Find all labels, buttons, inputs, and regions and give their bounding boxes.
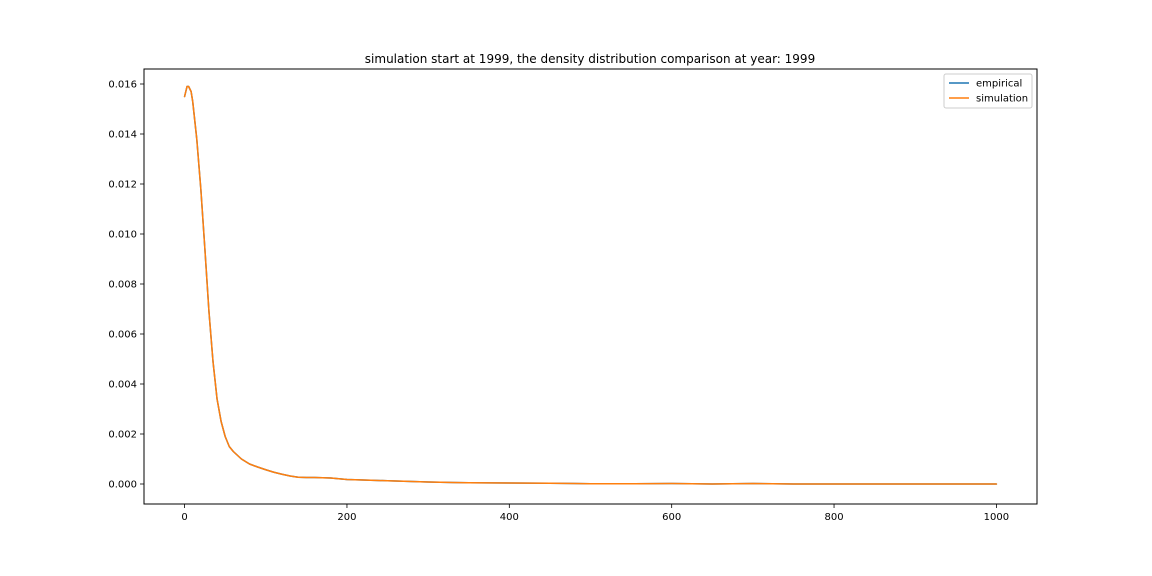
y-tick-label: 0.010 — [108, 230, 137, 241]
legend-label-empirical: empirical — [976, 79, 1022, 90]
y-tick-label: 0.006 — [108, 330, 137, 341]
x-tick-label: 800 — [824, 512, 843, 523]
axes-frame — [143, 68, 1038, 505]
x-tick-label: 200 — [337, 512, 356, 523]
series-line-simulation — [183, 85, 998, 485]
y-tick-label: 0.004 — [108, 380, 137, 391]
x-tick-label: 600 — [662, 512, 681, 523]
y-tick-label: 0.000 — [108, 480, 137, 491]
chart-title: simulation start at 1999, the density di… — [365, 52, 815, 66]
y-axis: 0.000 0.002 0.004 0.006 0.008 0.010 0.012 0.014… — [108, 80, 144, 491]
legend-label-simulation: simulation — [976, 94, 1028, 105]
x-tick-label: 1000 — [984, 512, 1009, 523]
x-tick-label: 400 — [500, 512, 519, 523]
legend: empirical simulation — [943, 73, 1033, 109]
y-tick-label: 0.016 — [108, 80, 137, 91]
y-tick-label: 0.002 — [108, 430, 137, 441]
y-tick-label: 0.008 — [108, 280, 137, 291]
x-tick-label: 0 — [181, 512, 187, 523]
x-axis: 0 200 400 600 800 1000 — [181, 504, 1009, 523]
plot-area — [183, 85, 998, 485]
y-tick-label: 0.012 — [108, 180, 137, 191]
y-tick-label: 0.014 — [108, 130, 137, 141]
